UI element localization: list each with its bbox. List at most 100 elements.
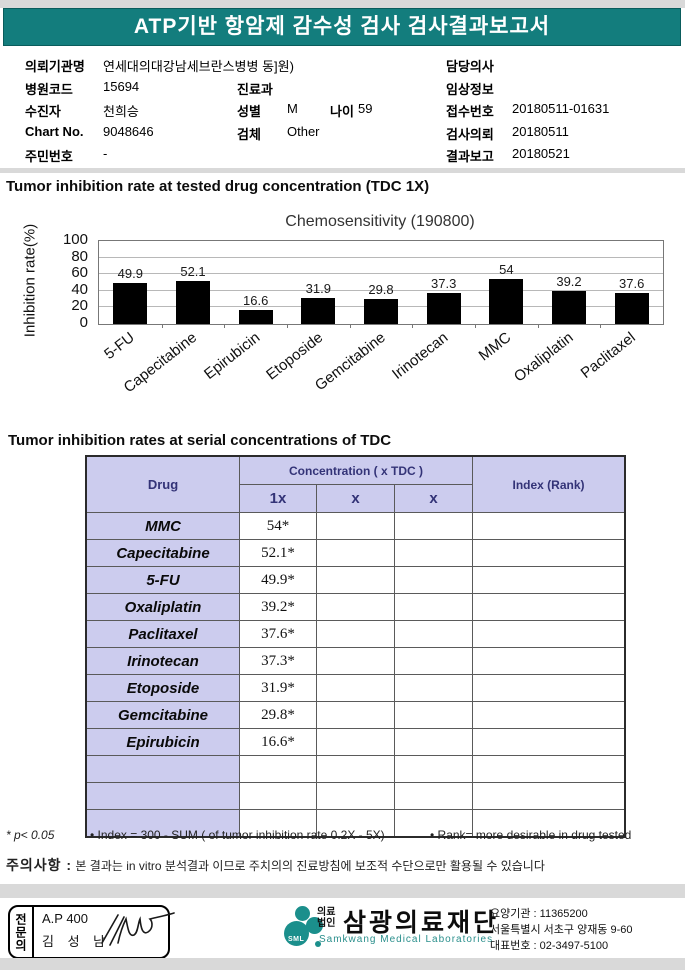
index-rank-cell xyxy=(472,809,626,838)
logo-phone: 대표번호 : 02-3497-5100 xyxy=(490,940,609,952)
concentration-x-cell xyxy=(316,620,395,648)
chemosensitivity-chart: Chemosensitivity (190800) Inhibition rat… xyxy=(0,205,685,435)
chart-x-label: Oxaliplatin xyxy=(510,329,577,386)
concentration-x-cell xyxy=(316,512,395,540)
chart-ytick-label: 20 xyxy=(71,297,88,315)
chart-xlabels: 5-FU Capecitabine Epirubicin Etoposide Gemci… xyxy=(98,329,662,429)
index-rank-cell xyxy=(472,728,626,756)
top-gray-strip xyxy=(0,0,685,8)
concentration-x2-cell xyxy=(394,647,473,675)
drug-name-cell: Irinotecan xyxy=(85,647,240,675)
patient-value: 천희승 xyxy=(103,104,139,119)
concentration-x2-cell xyxy=(394,539,473,567)
specialist-label: 전문의 xyxy=(10,907,34,957)
table-row: Gemcitabine 29.8* xyxy=(85,701,626,729)
report-date-label: 결과보고 xyxy=(446,149,494,164)
concentration-x-cell xyxy=(316,728,395,756)
specialist-code: A.P 400 xyxy=(42,911,89,926)
header-x1: x xyxy=(316,484,395,513)
concentration-x2-cell xyxy=(394,701,473,729)
bottom-gray-strip xyxy=(0,958,685,970)
index-rank-cell xyxy=(472,512,626,540)
index-rank-cell xyxy=(472,674,626,702)
drug-name-cell xyxy=(85,755,240,783)
chart-gridline xyxy=(99,273,663,275)
drug-name-cell: Oxaliplatin xyxy=(85,593,240,621)
table-header: Drug Concentration ( x TDC ) Index (Rank… xyxy=(85,455,626,513)
specialist-info: A.P 400 김 성 남 xyxy=(34,907,168,957)
chart-axis-tick xyxy=(224,324,226,328)
concentration-x-cell xyxy=(316,593,395,621)
chart-bar-value: 29.8 xyxy=(368,282,394,298)
chart-axis-tick xyxy=(537,324,539,328)
concentration-1x-cell: 37.6* xyxy=(239,620,317,648)
specimen-label: 검체 xyxy=(237,127,261,142)
sml-mark: SML xyxy=(288,936,305,943)
report-title: ATP기반 항암제 감수성 검사 검사결과보고서 xyxy=(133,15,551,38)
concentration-x2-cell xyxy=(394,593,473,621)
concentration-x-cell xyxy=(316,566,395,594)
index-rank-cell xyxy=(472,782,626,810)
table-row: MMC 54* xyxy=(85,512,626,540)
chart-bar-value: 37.3 xyxy=(431,276,457,292)
index-rank-cell xyxy=(472,593,626,621)
concentration-1x-cell: 39.2* xyxy=(239,593,317,621)
chart-ytick-label: 60 xyxy=(71,264,88,282)
concentration-x-cell xyxy=(316,809,395,838)
specimen-value: Other xyxy=(287,124,320,139)
drug-name-cell xyxy=(85,782,240,810)
chart-yticks: 0 20 40 60 80 100 xyxy=(0,205,92,435)
hospital-code-value: 15694 xyxy=(103,79,140,94)
chart-no-value: 9048646 xyxy=(103,124,154,139)
chart-x-label: Epirubicin xyxy=(200,329,264,383)
header-x2: x xyxy=(394,484,473,513)
drug-name-cell: Capecitabine xyxy=(85,539,240,567)
patient-label: 수진자 xyxy=(25,104,61,119)
receipt-no-value: 20180511-01631 xyxy=(512,101,610,116)
chart-bar xyxy=(426,293,461,324)
logo-blob-icon xyxy=(315,941,321,947)
chart-bar-value: 16.6 xyxy=(243,293,269,309)
footnote-index-formula: • Index = 300 - SUM ( of tumor inhibitio… xyxy=(90,828,385,842)
header-1x: 1x xyxy=(239,484,317,513)
index-rank-cell xyxy=(472,755,626,783)
department-label: 진료과 xyxy=(237,82,273,97)
header-concentration: Concentration ( x TDC ) xyxy=(239,455,473,485)
section-divider-strip xyxy=(0,168,685,173)
drug-table-body: MMC 54* Capecitabine 52.1* 5-FU 49.9* Oxalipla… xyxy=(85,512,626,838)
concentration-1x-cell: 31.9* xyxy=(239,674,317,702)
chart-bar xyxy=(238,310,273,324)
chart-bar-value: 37.6 xyxy=(619,275,645,291)
tdc-results-table: Drug Concentration ( x TDC ) Index (Rank… xyxy=(85,455,626,838)
logo-corp-type: 의료 법인 xyxy=(317,907,335,929)
hospital-code-label: 병원코드 xyxy=(25,82,73,97)
chart-bar-value: 54 xyxy=(499,262,514,278)
report-title-banner: ATP기반 항암제 감수성 검사 검사결과보고서 xyxy=(3,8,681,46)
chart-axis-tick xyxy=(600,324,602,328)
chart-bar xyxy=(113,282,148,324)
chart-bar xyxy=(176,280,210,324)
table-row xyxy=(85,755,626,783)
concentration-x2-cell xyxy=(394,782,473,810)
chart-bar xyxy=(301,297,336,324)
requesting-org-value: 연세대의대강남세브란스병병 동]원) xyxy=(103,59,294,74)
section1-title: Tumor inhibition rate at tested drug con… xyxy=(6,178,430,195)
index-rank-cell xyxy=(472,701,626,729)
request-date-label: 검사의뢰 xyxy=(446,127,494,142)
receipt-no-label: 접수번호 xyxy=(446,104,494,119)
logo-blob-icon xyxy=(284,921,309,946)
chart-bar xyxy=(614,292,649,324)
chart-bar-value: 52.1 xyxy=(180,263,206,279)
caution-text: 본 결과는 in vitro 분석결과 이므로 주치의의 진료방침에 보조적 수… xyxy=(75,859,545,873)
signature-icon xyxy=(101,912,175,946)
chart-axis-tick xyxy=(475,324,476,328)
concentration-1x-cell: 29.8* xyxy=(239,701,317,729)
chart-no-label: Chart No. xyxy=(25,124,84,139)
table-row: Oxaliplatin 39.2* xyxy=(85,593,626,621)
chart-axis-tick xyxy=(161,324,163,328)
chart-plot: 49.9 52.1 16.6 31.9 29.8 37.3 54 39.2 37.6 xyxy=(98,240,664,328)
logo-institution-number: 요양기관 : 11365200 xyxy=(490,908,588,920)
chart-ytick-label: 100 xyxy=(62,231,88,248)
concentration-1x-cell xyxy=(239,782,317,810)
